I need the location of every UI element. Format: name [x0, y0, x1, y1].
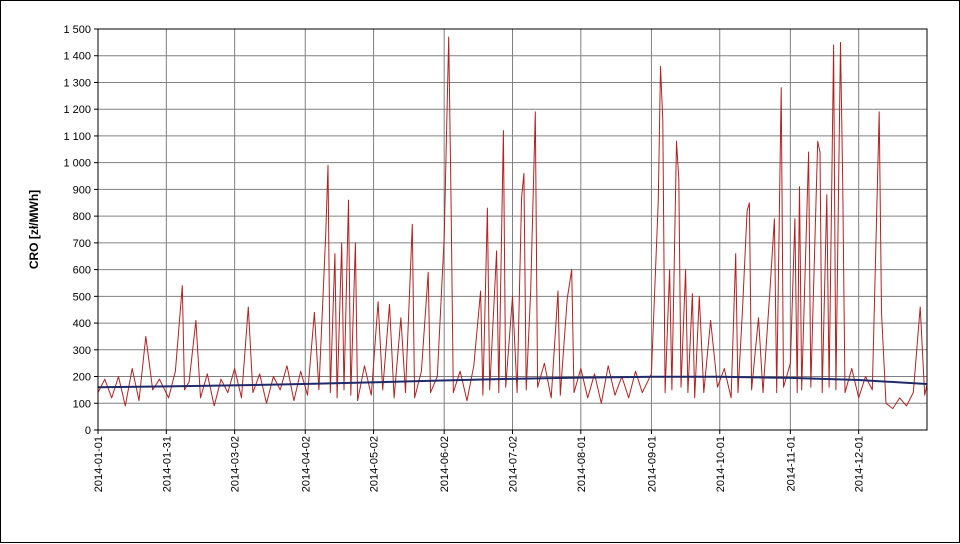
x-tick-label: 2014-05-02 [369, 436, 381, 492]
y-tick-label: 900 [73, 184, 91, 196]
x-tick-label: 2014-09-01 [646, 436, 658, 492]
plot-area [97, 36, 928, 410]
y-tick-label: 1 100 [63, 131, 91, 143]
x-tick-label: 2014-03-02 [230, 436, 242, 492]
x-axis-ticks: 2014-01-01 2014-01-31 2014-03-02 2014-04-02… [93, 430, 866, 492]
x-tick-label: 2014-11-01 [785, 436, 797, 491]
y-axis-label: CRO [zł/MWh] [27, 190, 41, 269]
y-tick-label: 1 400 [63, 51, 91, 63]
x-tick-label: 2014-01-31 [161, 436, 173, 492]
x-tick-label: 2014-08-01 [576, 436, 588, 492]
y-tick-label: 1 200 [63, 104, 91, 116]
y-tick-label: 700 [73, 238, 91, 250]
y-tick-label: 300 [73, 345, 91, 357]
x-tick-label: 2014-07-02 [508, 436, 520, 492]
x-tick-label: 2014-06-02 [439, 436, 451, 492]
y-tick-label: 500 [73, 291, 91, 303]
y-tick-label: 0 [85, 425, 91, 437]
trend-line [97, 375, 928, 389]
y-tick-label: 200 [73, 372, 91, 384]
y-tick-label: 1 000 [63, 158, 91, 170]
y-tick-label: 400 [73, 318, 91, 330]
y-tick-label: 1 300 [63, 77, 91, 89]
x-tick-label: 2014-12-01 [854, 436, 866, 492]
price-series-line [97, 36, 928, 410]
plot-border [97, 28, 928, 431]
y-tick-label: 800 [73, 211, 91, 223]
y-tick-label: 600 [73, 265, 91, 277]
y-tick-label: 100 [73, 398, 91, 410]
y-axis-ticks: 0 100 200 300 400 500 600 700 800 900 1 000 1 100 1 … [63, 24, 98, 437]
y-tick-label: 1 500 [63, 24, 91, 36]
x-tick-label: 2014-04-02 [300, 436, 312, 492]
x-tick-label: 2014-10-01 [715, 436, 727, 492]
x-tick-label: 2014-01-01 [93, 436, 105, 492]
